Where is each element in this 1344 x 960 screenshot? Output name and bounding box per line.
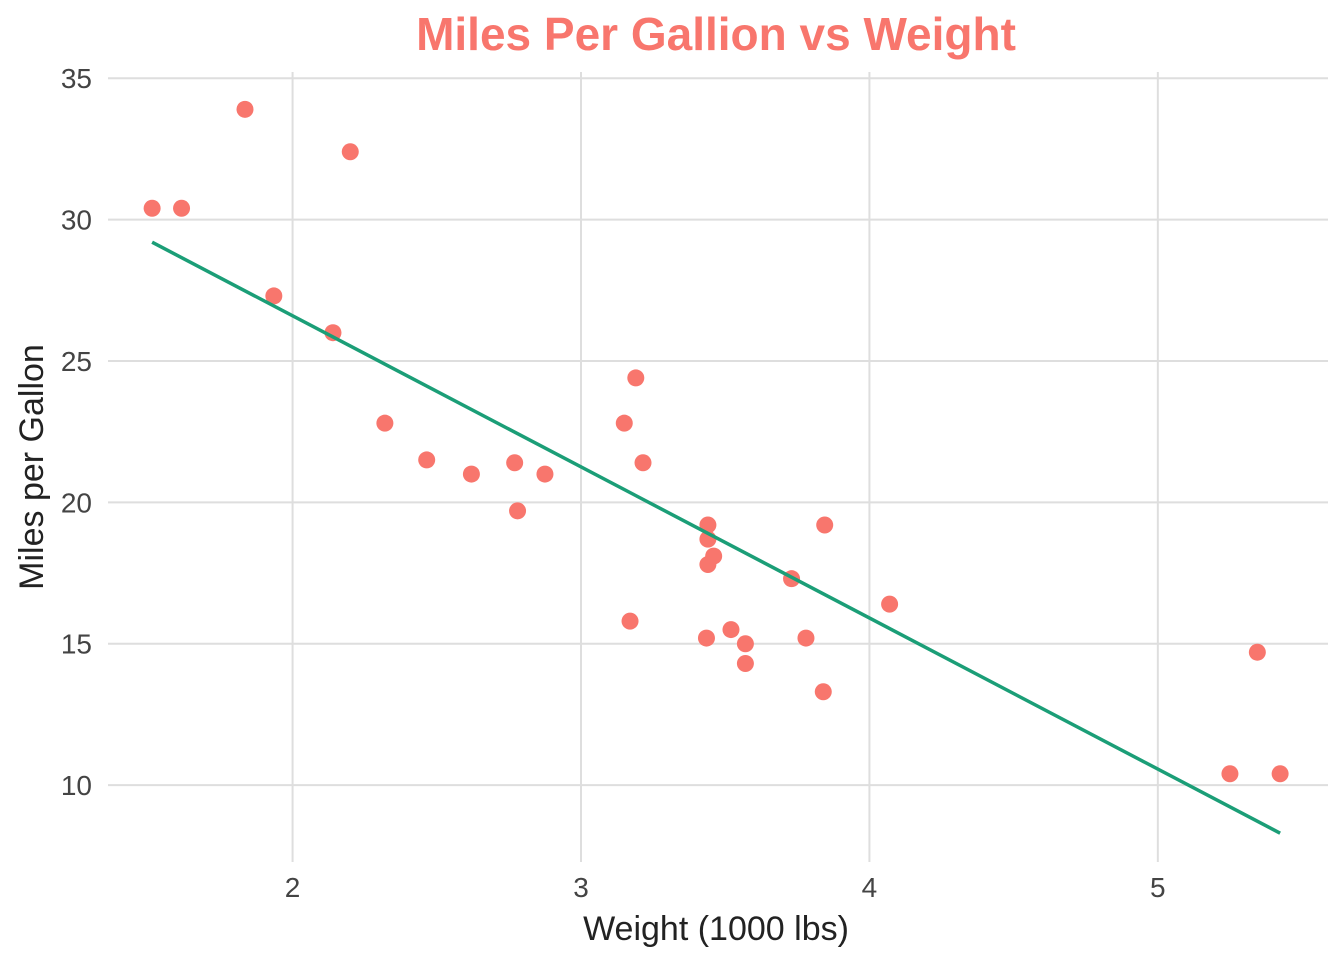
data-point [462,465,480,483]
data-point [1248,643,1266,661]
chart-title: Miles Per Gallion vs Weight [416,8,1016,60]
x-tick-label: 5 [1150,872,1166,903]
data-points [143,100,1289,783]
data-point [621,612,639,630]
data-point [236,100,254,118]
data-point [705,547,723,565]
data-point [324,324,342,342]
data-point [376,414,394,432]
data-point [143,199,161,217]
data-point [1221,765,1239,783]
x-tick-label: 3 [573,872,589,903]
data-point [736,655,754,673]
trend-line [151,240,1281,835]
data-point [627,369,645,387]
data-point [816,516,834,534]
x-tick-label: 2 [285,872,301,903]
data-point [881,595,899,613]
data-point [1271,765,1289,783]
data-point [509,502,527,520]
data-point [634,454,652,472]
data-point [814,683,832,701]
y-gridlines [108,77,1328,787]
x-gridlines [291,72,1159,862]
data-point [697,629,715,647]
data-point [615,414,633,432]
data-point [173,199,191,217]
data-point [722,621,740,639]
data-point [341,143,359,161]
y-tick-label: 30 [61,205,92,236]
data-point [736,635,754,653]
data-point [265,287,283,305]
x-tick-label: 4 [862,872,878,903]
y-axis-title: Miles per Gallon [13,344,51,590]
y-tick-label: 35 [61,63,92,94]
x-axis-title: Weight (1000 lbs) [583,910,849,948]
y-tick-label: 25 [61,346,92,377]
data-point [536,465,554,483]
data-point [418,451,436,469]
y-tick-labels: 10 15 20 25 30 35 [61,63,92,801]
data-point [797,629,815,647]
y-tick-label: 10 [61,770,92,801]
trend-line-layer [151,240,1281,835]
data-point [506,454,524,472]
y-tick-label: 20 [61,487,92,518]
x-tick-labels: 2 3 4 5 [285,872,1166,903]
y-tick-label: 15 [61,629,92,660]
